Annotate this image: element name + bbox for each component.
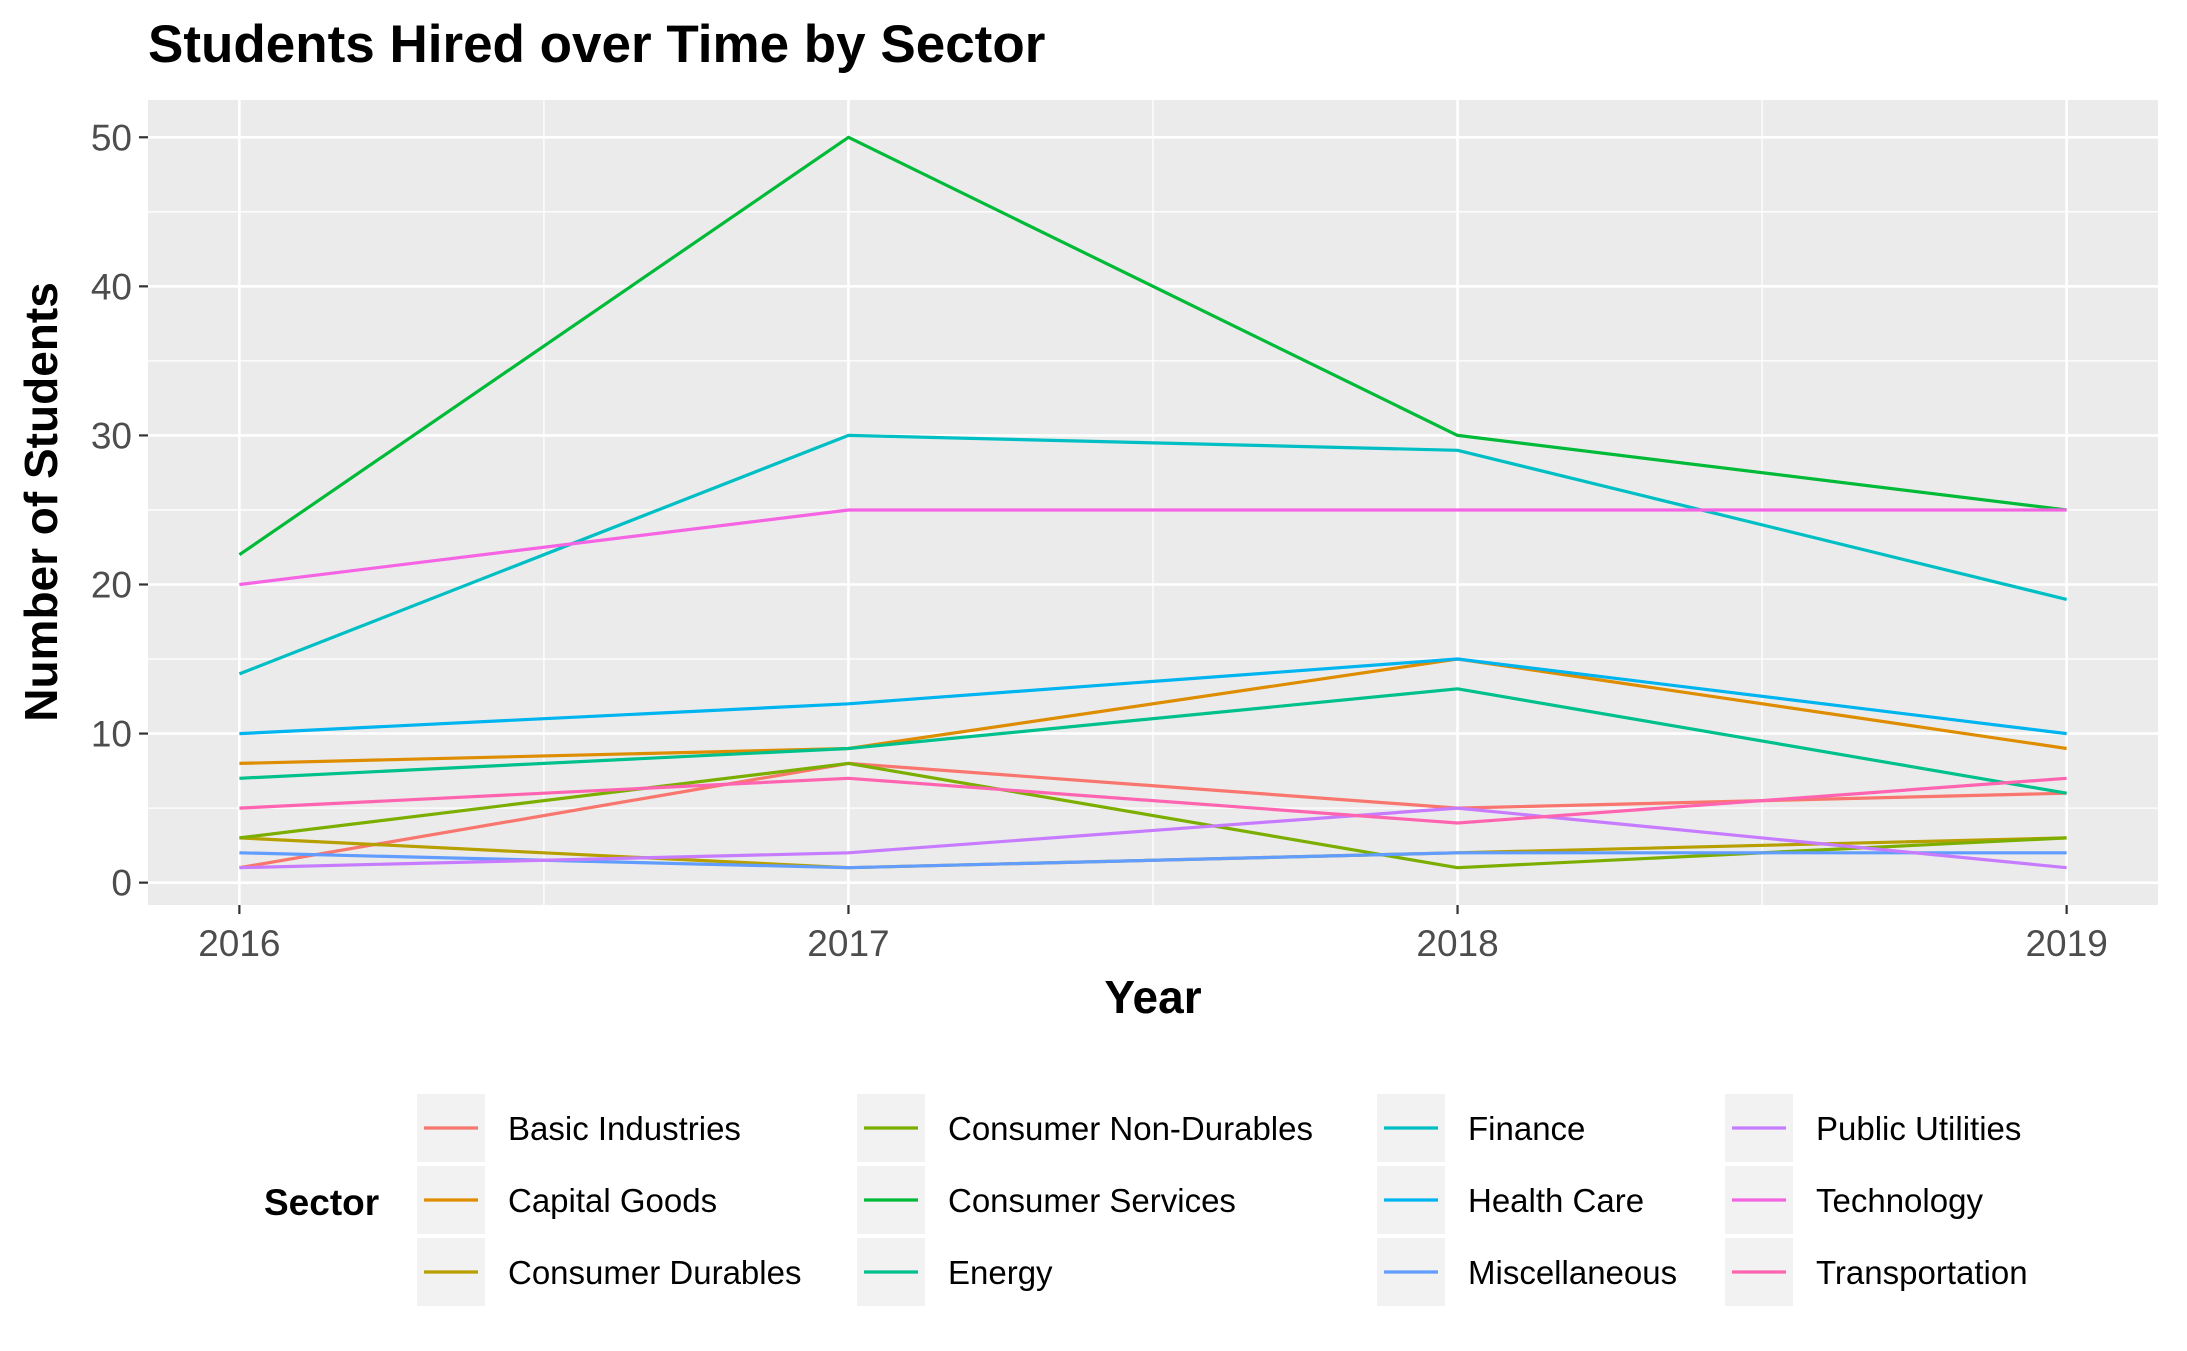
legend-label-capital-goods: Capital Goods xyxy=(508,1182,717,1219)
x-tick-label: 2019 xyxy=(2025,923,2107,964)
y-tick-label: 30 xyxy=(91,415,132,456)
series-line-technology xyxy=(239,508,2067,587)
y-axis-title: Number of Students xyxy=(15,282,67,722)
legend: Sector Basic Industries Capital Goods Cons… xyxy=(264,1094,2028,1306)
series-line-energy xyxy=(239,687,2067,795)
legend-label-technology: Technology xyxy=(1816,1182,1983,1219)
series-line-finance xyxy=(238,433,2067,676)
y-tick-label: 40 xyxy=(91,266,132,307)
y-axis: 0 10 20 30 40 50 xyxy=(91,117,148,904)
legend-label-consumer-durables: Consumer Durables xyxy=(508,1254,801,1291)
series-line-capital-goods xyxy=(239,657,2067,765)
series-line-consumer-services xyxy=(238,135,2067,557)
legend-label-consumer-services: Consumer Services xyxy=(948,1182,1236,1219)
major-gridlines xyxy=(148,100,2158,905)
series-lines xyxy=(238,135,2067,870)
legend-label-health-care: Health Care xyxy=(1468,1182,1644,1219)
y-tick-label: 0 xyxy=(111,863,132,904)
y-tick-label: 50 xyxy=(91,117,132,158)
x-tick-label: 2016 xyxy=(198,923,280,964)
y-tick-label: 10 xyxy=(91,714,132,755)
x-tick-label: 2017 xyxy=(807,923,889,964)
legend-label-consumer-non-durables: Consumer Non-Durables xyxy=(948,1110,1313,1147)
legend-label-energy: Energy xyxy=(948,1254,1053,1291)
legend-items: Basic Industries Capital Goods Consumer Du… xyxy=(417,1094,2028,1306)
x-axis-title: Year xyxy=(1104,971,1201,1023)
legend-label-public-utilities: Public Utilities xyxy=(1816,1110,2021,1147)
series-line-transportation xyxy=(239,776,2067,825)
legend-label-miscellaneous: Miscellaneous xyxy=(1468,1254,1677,1291)
chart-title: Students Hired over Time by Sector xyxy=(148,15,1045,74)
series-line-public-utilities xyxy=(239,806,2067,870)
legend-label-transportation: Transportation xyxy=(1816,1254,2028,1291)
y-tick-label: 20 xyxy=(91,564,132,605)
legend-label-finance: Finance xyxy=(1468,1110,1585,1147)
series-line-health-care xyxy=(239,657,2067,736)
x-tick-label: 2018 xyxy=(1416,923,1498,964)
legend-label-basic-industries: Basic Industries xyxy=(508,1110,741,1147)
legend-title: Sector xyxy=(264,1182,379,1223)
x-axis: 2016 2017 2018 2019 xyxy=(198,905,2108,964)
